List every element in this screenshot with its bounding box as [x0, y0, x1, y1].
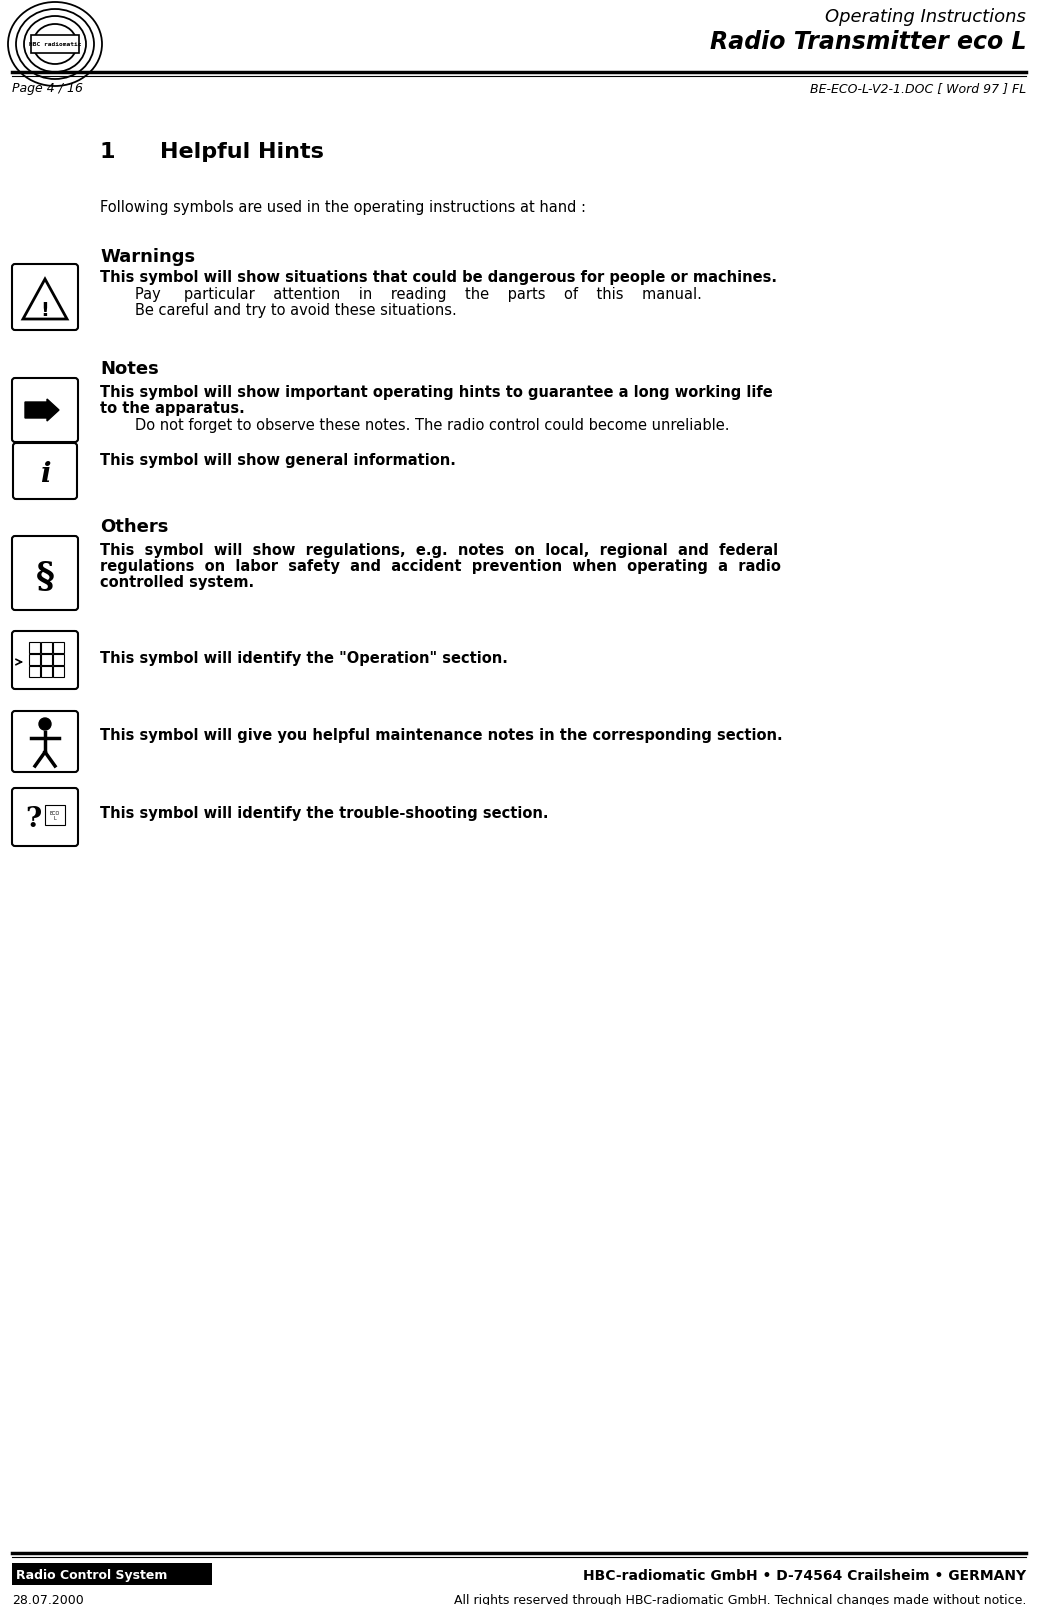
Text: This symbol will identify the trouble-shooting section.: This symbol will identify the trouble-sh…: [100, 806, 548, 820]
Bar: [53, 666, 64, 677]
Text: Do not forget to observe these notes. The radio control could become unreliable.: Do not forget to observe these notes. Th…: [135, 417, 730, 433]
Text: Pay     particular    attention    in    reading    the    parts    of    this  : Pay particular attention in reading the …: [135, 287, 702, 302]
Text: BE-ECO-L-V2-1.DOC [ Word 97 ] FL: BE-ECO-L-V2-1.DOC [ Word 97 ] FL: [810, 82, 1026, 95]
Bar: [29, 666, 40, 677]
Text: This symbol will identify the "Operation" section.: This symbol will identify the "Operation…: [100, 650, 508, 666]
Text: Others: Others: [100, 518, 168, 536]
Text: HBC radiomatic: HBC radiomatic: [29, 42, 81, 48]
Text: ECO
L: ECO L: [50, 811, 60, 820]
Text: Operating Instructions: Operating Instructions: [825, 8, 1026, 26]
Text: This symbol will give you helpful maintenance notes in the corresponding section: This symbol will give you helpful mainte…: [100, 727, 783, 743]
Text: HBC-radiomatic GmbH • D-74564 Crailsheim • GERMANY: HBC-radiomatic GmbH • D-74564 Crailsheim…: [583, 1568, 1026, 1583]
Text: Following symbols are used in the operating instructions at hand :: Following symbols are used in the operat…: [100, 201, 586, 215]
Text: All rights reserved through HBC-radiomatic GmbH. Technical changes made without : All rights reserved through HBC-radiomat…: [454, 1594, 1026, 1605]
FancyArrow shape: [25, 400, 59, 422]
Bar: [53, 642, 64, 653]
Text: This  symbol  will  show  regulations,  e.g.  notes  on  local,  regional  and  : This symbol will show regulations, e.g. …: [100, 542, 778, 557]
Circle shape: [39, 719, 51, 730]
Text: regulations  on  labor  safety  and  accident  prevention  when  operating  a  r: regulations on labor safety and accident…: [100, 559, 781, 573]
Text: to the apparatus.: to the apparatus.: [100, 401, 245, 416]
Bar: [45, 806, 65, 825]
Text: Radio Control System: Radio Control System: [16, 1568, 167, 1581]
Bar: [29, 642, 40, 653]
FancyBboxPatch shape: [12, 536, 78, 610]
FancyBboxPatch shape: [13, 443, 77, 499]
Bar: [53, 655, 64, 666]
Bar: [40, 666, 52, 677]
FancyBboxPatch shape: [12, 265, 78, 331]
Text: Notes: Notes: [100, 360, 159, 377]
Text: Helpful Hints: Helpful Hints: [160, 141, 324, 162]
Text: !: !: [40, 300, 50, 319]
Text: Radio Transmitter eco L: Radio Transmitter eco L: [710, 30, 1026, 55]
Bar: [31, 35, 79, 55]
FancyBboxPatch shape: [12, 788, 78, 846]
Text: Page 4 / 16: Page 4 / 16: [12, 82, 83, 95]
Text: ?: ?: [25, 806, 42, 833]
Bar: [40, 655, 52, 666]
Text: 1: 1: [100, 141, 115, 162]
Text: Warnings: Warnings: [100, 247, 195, 266]
Bar: [29, 655, 40, 666]
Text: Be careful and try to avoid these situations.: Be careful and try to avoid these situat…: [135, 303, 457, 318]
Text: §: §: [35, 559, 54, 592]
Text: This symbol will show important operating hints to guarantee a long working life: This symbol will show important operatin…: [100, 385, 772, 400]
Text: 28.07.2000: 28.07.2000: [12, 1594, 84, 1605]
Text: i: i: [39, 461, 50, 488]
FancyBboxPatch shape: [12, 711, 78, 772]
FancyBboxPatch shape: [12, 379, 78, 443]
Text: controlled system.: controlled system.: [100, 575, 254, 589]
Text: This symbol will show general information.: This symbol will show general informatio…: [100, 453, 456, 467]
Text: This symbol will show situations that could be dangerous for people or machines.: This symbol will show situations that co…: [100, 270, 777, 284]
Bar: [40, 642, 52, 653]
FancyBboxPatch shape: [12, 632, 78, 690]
Bar: [12, 1563, 212, 1586]
